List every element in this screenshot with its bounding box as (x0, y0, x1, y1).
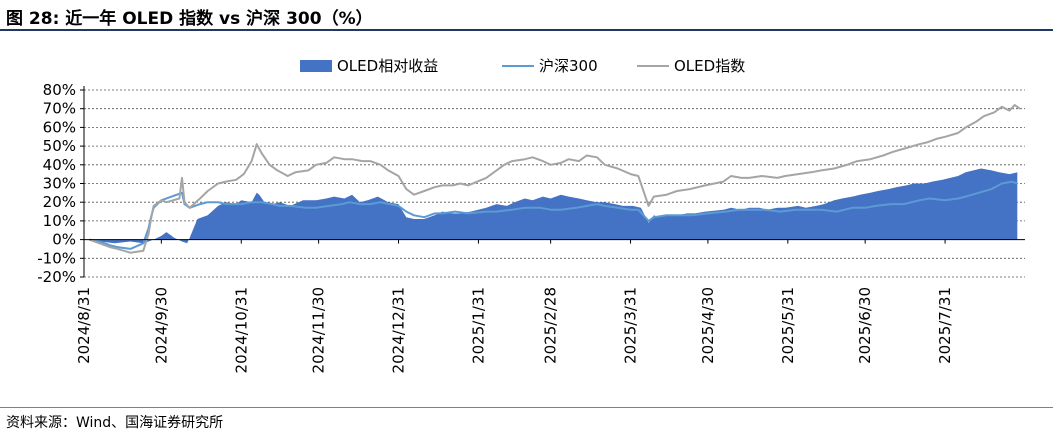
x-tick-label: 2024/10/31 (232, 287, 250, 373)
page-title: 图 28: 近一年 OLED 指数 vs 沪深 300（%） (6, 9, 373, 29)
x-tick-label: 2025/5/31 (779, 287, 797, 364)
footer-rule (0, 407, 1053, 408)
x-tick-label: 2025/4/30 (699, 287, 717, 364)
x-tick-label: 2024/8/31 (75, 287, 93, 364)
y-tick-label: 20% (43, 193, 76, 211)
line-hs300 (89, 180, 1018, 250)
header-rule (0, 29, 1053, 31)
y-tick-label: 30% (43, 175, 76, 193)
y-tick-label: 10% (43, 212, 76, 230)
legend-item-hs300: 沪深300 (539, 57, 598, 75)
x-tick-label: 2025/3/31 (622, 287, 640, 364)
area-oled-relative (89, 168, 1018, 244)
legend-item-oled-index: OLED指数 (674, 57, 745, 75)
legend-swatch (300, 60, 332, 72)
series-layer (88, 104, 1021, 254)
gridlines (84, 89, 1025, 278)
y-tick-label: 70% (43, 100, 76, 118)
y-tick-label: 50% (43, 137, 76, 155)
source-note: 资料来源：Wind、国海证券研究所 (6, 415, 224, 431)
x-tick-label: 2025/1/31 (469, 287, 487, 364)
y-tick-label: 60% (43, 118, 76, 136)
y-tick-label: 0% (52, 231, 76, 249)
line-oled-index (88, 104, 1021, 254)
x-tick-label: 2024/12/31 (390, 287, 408, 373)
x-tick-label: 2024/11/30 (310, 287, 328, 373)
x-tick-label: 2025/7/31 (936, 287, 954, 364)
axes: -20%-10%0%10%20%30%40%50%60%70%80% 2024/8… (37, 81, 1025, 373)
legend: OLED相对收益 沪深300 OLED指数 (300, 57, 745, 75)
y-tick-label: 40% (43, 156, 76, 174)
y-tick-label: 80% (43, 81, 76, 99)
x-tick-label: 2024/9/30 (152, 287, 170, 364)
y-tick-label: -10% (37, 249, 76, 267)
legend-item-oled-relative: OLED相对收益 (337, 57, 438, 75)
x-tick-label: 2025/2/28 (542, 287, 560, 364)
chart: OLED相对收益 沪深300 OLED指数 -20%-10%0%10%20%30%4… (37, 57, 1025, 373)
y-tick-label: -20% (37, 268, 76, 286)
x-tick-label: 2025/6/30 (856, 287, 874, 364)
